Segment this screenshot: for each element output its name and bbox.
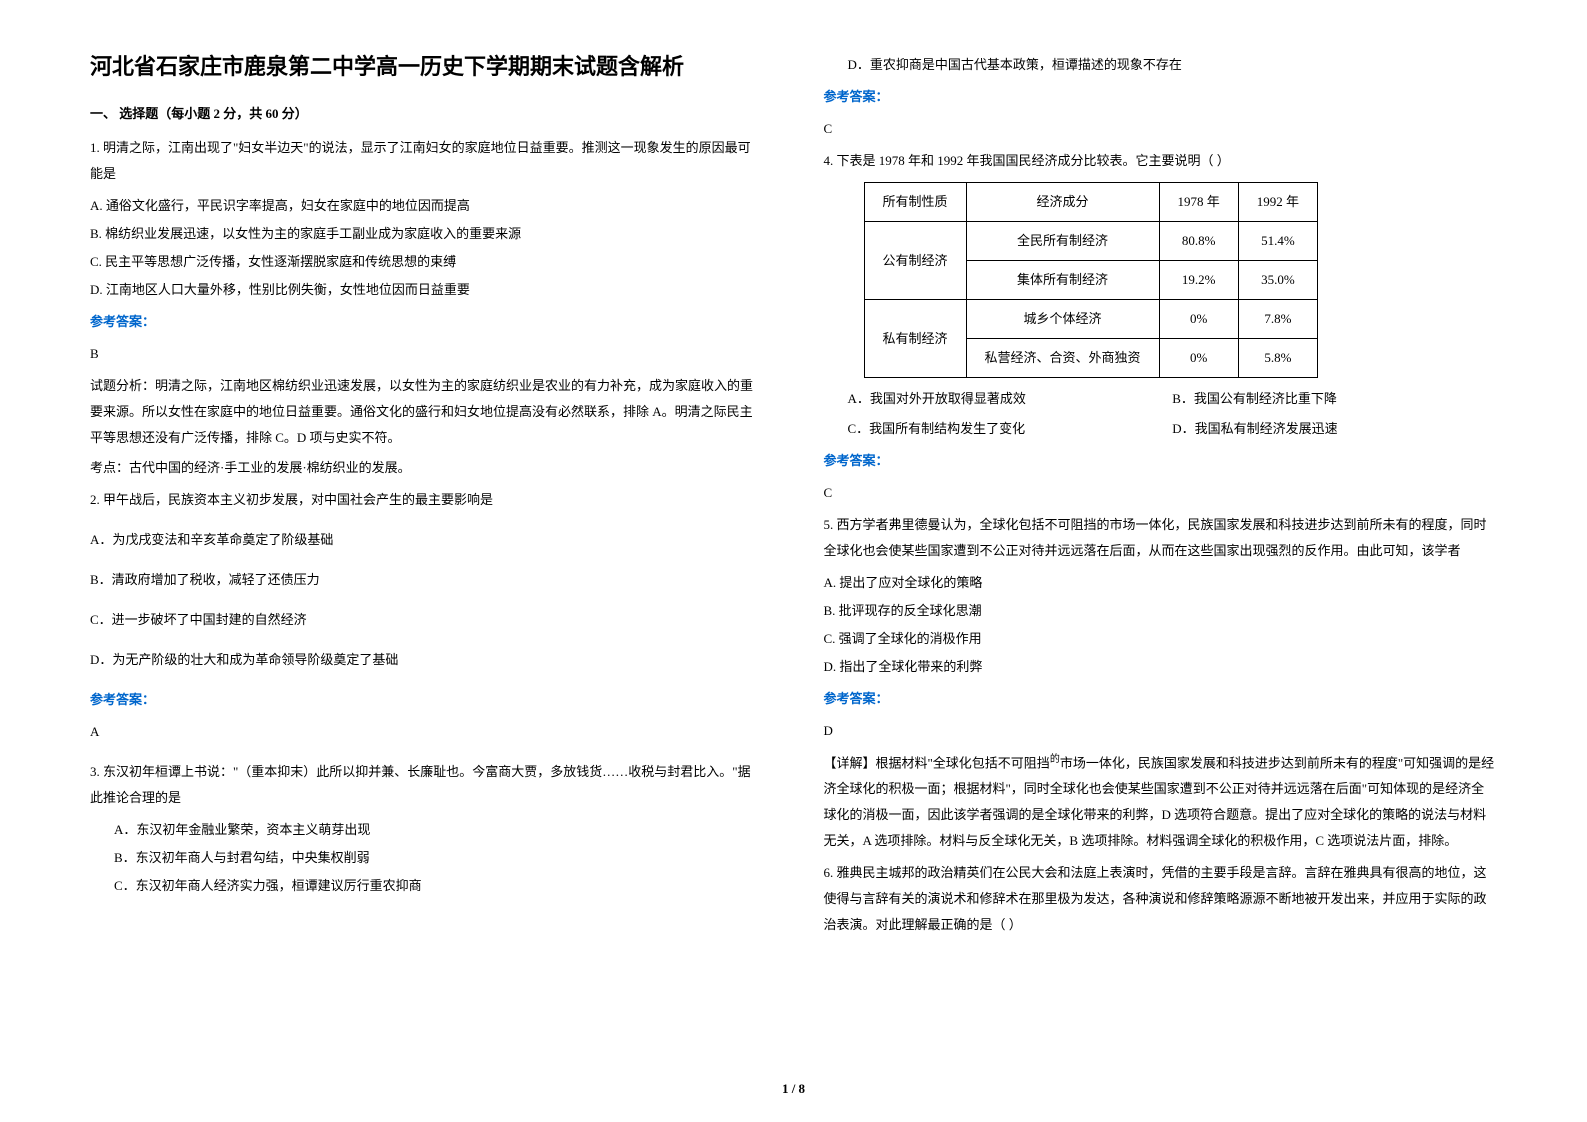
q5-answer-label: 参考答案：: [824, 686, 1498, 712]
q2-option-d: D．为无产阶级的壮大和成为革命领导阶级奠定了基础: [90, 647, 764, 673]
q1-option-d: D. 江南地区人口大量外移，性别比例失衡，女性地位因而日益重要: [90, 277, 764, 303]
q5-stem: 5. 西方学者弗里德曼认为，全球化包括不可阻挡的市场一体化，民族国家发展和科技进…: [824, 512, 1498, 564]
page-number: 1 / 8: [782, 1076, 805, 1102]
q4-options-row-1: A．我国对外开放取得显著成效 B．我国公有制经济比重下降: [824, 386, 1498, 412]
table-cell: 全民所有制经济: [966, 222, 1159, 261]
q3-option-d: D．重农抑商是中国古代基本政策，桓谭描述的现象不存在: [824, 52, 1498, 78]
q4-option-c: C．我国所有制结构发生了变化: [848, 416, 1173, 442]
q4-answer-label: 参考答案：: [824, 448, 1498, 474]
q1-analysis-2: 考点：古代中国的经济·手工业的发展·棉纺织业的发展。: [90, 455, 764, 481]
q2-option-c: C．进一步破坏了中国封建的自然经济: [90, 607, 764, 633]
q1-answer-label: 参考答案：: [90, 309, 764, 335]
q5-option-b: B. 批评现存的反全球化思潮: [824, 598, 1498, 624]
table-header: 经济成分: [966, 183, 1159, 222]
table-cell: 51.4%: [1238, 222, 1317, 261]
table-header: 所有制性质: [864, 183, 966, 222]
q1-analysis-1: 试题分析：明清之际，江南地区棉纺织业迅速发展，以女性为主的家庭纺织业是农业的有力…: [90, 373, 764, 451]
q6-stem: 6. 雅典民主城邦的政治精英们在公民大会和法庭上表演时，凭借的主要手段是言辞。言…: [824, 860, 1498, 938]
q1-stem: 1. 明清之际，江南出现了"妇女半边天"的说法，显示了江南妇女的家庭地位日益重要…: [90, 135, 764, 187]
q3-option-b: B．东汉初年商人与封君勾结，中央集权削弱: [90, 845, 764, 871]
q4-option-a: A．我国对外开放取得显著成效: [848, 386, 1173, 412]
left-column: 河北省石家庄市鹿泉第二中学高一历史下学期期末试题含解析 一、 选择题（每小题 2…: [60, 50, 794, 1092]
q2-answer: A: [90, 719, 764, 745]
q2-option-a: A．为戊戌变法和辛亥革命奠定了阶级基础: [90, 527, 764, 553]
table-row: 公有制经济 全民所有制经济 80.8% 51.4%: [864, 222, 1318, 261]
table-cell: 19.2%: [1159, 261, 1238, 300]
document-title: 河北省石家庄市鹿泉第二中学高一历史下学期期末试题含解析: [90, 50, 764, 83]
table-cell: 城乡个体经济: [966, 300, 1159, 339]
q3-answer-label: 参考答案：: [824, 84, 1498, 110]
q4-stem: 4. 下表是 1978 年和 1992 年我国国民经济成分比较表。它主要说明（ …: [824, 148, 1498, 174]
q1-option-a: A. 通俗文化盛行，平民识字率提高，妇女在家庭中的地位因而提高: [90, 193, 764, 219]
q5-option-d: D. 指出了全球化带来的利弊: [824, 654, 1498, 680]
section-1-header: 一、 选择题（每小题 2 分，共 60 分）: [90, 101, 764, 127]
table-header: 1978 年: [1159, 183, 1238, 222]
q4-answer: C: [824, 480, 1498, 506]
q3-option-c: C．东汉初年商人经济实力强，桓谭建议厉行重农抑商: [90, 873, 764, 899]
q1-option-b: B. 棉纺织业发展迅速，以女性为主的家庭手工副业成为家庭收入的重要来源: [90, 221, 764, 247]
table-cell: 0%: [1159, 339, 1238, 378]
highlight-char: 的: [1050, 754, 1060, 765]
q5-answer: D: [824, 718, 1498, 744]
q4-option-d: D．我国私有制经济发展迅速: [1172, 416, 1497, 442]
q3-stem: 3. 东汉初年桓谭上书说："（重本抑末）此所以抑并兼、长廉耻也。今富商大贾，多放…: [90, 759, 764, 811]
q1-answer: B: [90, 341, 764, 367]
table-cell: 35.0%: [1238, 261, 1317, 300]
table-cell: 5.8%: [1238, 339, 1317, 378]
table-header-row: 所有制性质 经济成分 1978 年 1992 年: [864, 183, 1318, 222]
table-cell: 0%: [1159, 300, 1238, 339]
right-column: D．重农抑商是中国古代基本政策，桓谭描述的现象不存在 参考答案： C 4. 下表…: [794, 50, 1528, 1092]
q1-option-c: C. 民主平等思想广泛传播，女性逐渐摆脱家庭和传统思想的束缚: [90, 249, 764, 275]
q4-option-b: B．我国公有制经济比重下降: [1172, 386, 1497, 412]
table-cell: 7.8%: [1238, 300, 1317, 339]
q4-table: 所有制性质 经济成分 1978 年 1992 年 公有制经济 全民所有制经济 8…: [864, 182, 1319, 378]
q2-stem: 2. 甲午战后，民族资本主义初步发展，对中国社会产生的最主要影响是: [90, 487, 764, 513]
q2-answer-label: 参考答案：: [90, 687, 764, 713]
table-header: 1992 年: [1238, 183, 1317, 222]
table-cell: 私有制经济: [864, 300, 966, 378]
table-cell: 公有制经济: [864, 222, 966, 300]
q5-option-c: C. 强调了全球化的消极作用: [824, 626, 1498, 652]
table-cell: 80.8%: [1159, 222, 1238, 261]
q2-option-b: B．清政府增加了税收，减轻了还债压力: [90, 567, 764, 593]
q4-options-row-2: C．我国所有制结构发生了变化 D．我国私有制经济发展迅速: [824, 416, 1498, 442]
q5-option-a: A. 提出了应对全球化的策略: [824, 570, 1498, 596]
q3-option-a: A．东汉初年金融业繁荣，资本主义萌芽出现: [90, 817, 764, 843]
q5-analysis: 【详解】根据材料"全球化包括不可阻挡的市场一体化，民族国家发展和科技进步达到前所…: [824, 750, 1498, 854]
table-row: 私有制经济 城乡个体经济 0% 7.8%: [864, 300, 1318, 339]
table-cell: 私营经济、合资、外商独资: [966, 339, 1159, 378]
table-cell: 集体所有制经济: [966, 261, 1159, 300]
q3-answer: C: [824, 116, 1498, 142]
